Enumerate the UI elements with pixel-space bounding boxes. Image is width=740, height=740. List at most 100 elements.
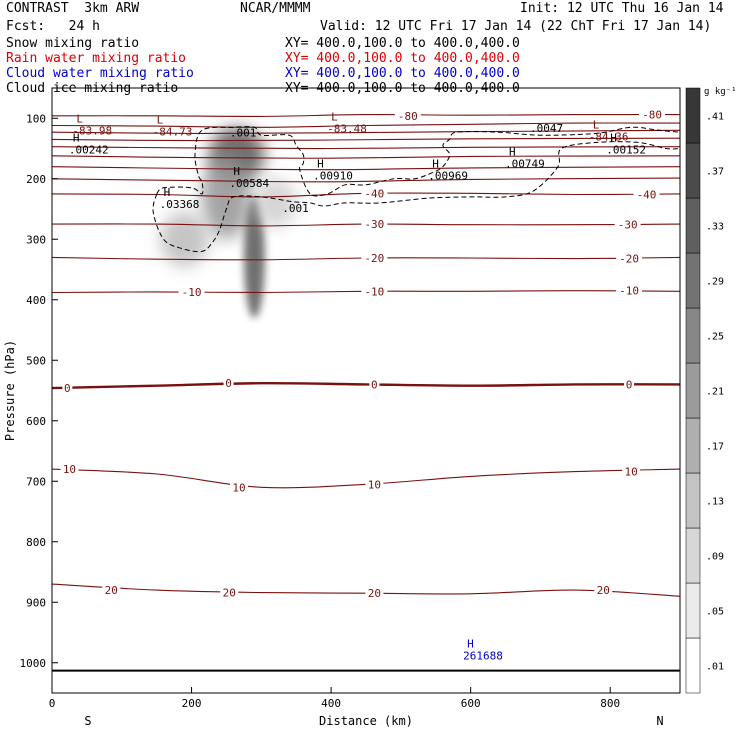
x-tick-label-2: 400 bbox=[321, 697, 341, 710]
y-tick-label-9: 1000 bbox=[20, 657, 47, 670]
extremum-value-5: .00584 bbox=[229, 177, 269, 190]
isotherm-label-14-3: 20 bbox=[597, 584, 610, 597]
isotherm-label-bg-12-1 bbox=[223, 377, 234, 390]
colorbar-swatch-7 bbox=[685, 252, 701, 309]
isotherm-label-bg-13-3 bbox=[622, 465, 641, 478]
colorbar-tick-label-5: .21 bbox=[706, 387, 724, 398]
isotherm-label-bg-11-2 bbox=[616, 284, 643, 297]
colorbar-tick-label-6: .25 bbox=[706, 332, 724, 343]
isotherm-6 bbox=[51, 166, 681, 171]
colorbar-swatch-8 bbox=[685, 197, 701, 254]
extremum-value-8: .00749 bbox=[505, 158, 545, 171]
south-label: S bbox=[84, 714, 91, 728]
isotherm-label-bg-14-2 bbox=[365, 587, 384, 600]
north-label: N bbox=[656, 714, 663, 728]
isotherm-label-0-1: -80 bbox=[642, 109, 662, 122]
field-xy-rain: XY= 400.0,100.0 to 400.0,400.0 bbox=[285, 51, 520, 66]
extremum-marker-11: H bbox=[467, 637, 474, 650]
snow-blob-4 bbox=[254, 178, 297, 228]
colorbar-unit: g kg⁻¹ bbox=[704, 87, 737, 97]
extremum-value-6: .00910 bbox=[313, 170, 353, 183]
isotherm-label-bg-10-1 bbox=[616, 252, 643, 265]
y-tick-label-4: 500 bbox=[26, 354, 46, 367]
colorbar: .01 .05 .09 .13 .17 .21 .25 .29 .33 .37 .41 g kg⁻¹ bbox=[685, 87, 737, 694]
isotherm-1 bbox=[51, 122, 681, 128]
isotherm-label-10-1: -20 bbox=[619, 253, 639, 266]
extremum-marker-8: H bbox=[509, 146, 516, 159]
x-tick-label-1: 200 bbox=[182, 697, 202, 710]
isotherm-label-bg-13-2 bbox=[365, 478, 384, 491]
cloud-ice-outline-layer bbox=[152, 126, 681, 253]
plot-frame bbox=[51, 87, 681, 694]
model-title: CONTRAST 3km ARW bbox=[6, 1, 140, 16]
isotherm-4 bbox=[51, 146, 681, 150]
isotherm-3 bbox=[51, 137, 681, 142]
y-tick-label-2: 300 bbox=[26, 233, 46, 246]
isotherm-label-11-1: -10 bbox=[364, 285, 384, 298]
colorbar-swatch-0 bbox=[685, 637, 701, 694]
extremum-value-7: .00969 bbox=[428, 170, 468, 183]
isotherm-label-14-2: 20 bbox=[368, 587, 381, 600]
isotherm-label-bg-9-1 bbox=[614, 218, 641, 231]
y-axis-label: Pressure (hPa) bbox=[3, 340, 17, 441]
extremum-value-1: -84.73 bbox=[153, 126, 193, 139]
extremum-value-3: -84.36 bbox=[589, 130, 629, 143]
isotherm-label-bg-12-0 bbox=[62, 382, 73, 395]
extremum-value-9: .00152 bbox=[606, 144, 646, 157]
extremum-marker-9: H bbox=[610, 132, 617, 145]
extremum-marker-3: L bbox=[593, 118, 600, 131]
colorbar-tick-label-4: .17 bbox=[706, 442, 724, 453]
x-tick-label-3: 600 bbox=[461, 697, 481, 710]
isotherm-12 bbox=[51, 381, 681, 390]
extremum-marker-10: H bbox=[164, 186, 171, 199]
isotherm-label-14-1: 20 bbox=[223, 587, 236, 600]
colorbar-tick-label-0: .01 bbox=[706, 662, 724, 673]
snow-blob-3 bbox=[160, 212, 209, 267]
isotherm-label-11-0: -10 bbox=[182, 286, 202, 299]
contour-label-layer: -80 -80 -40 -40 -30 -30 -20 -20 -10 -10 -10 0 0 0 0 10 1… bbox=[60, 108, 666, 662]
isotherm-label-bg-8-1 bbox=[633, 188, 660, 201]
isotherm-label-bg-14-0 bbox=[102, 584, 121, 597]
colorbar-swatch-1 bbox=[685, 582, 701, 639]
isotherm-label-12-3: 0 bbox=[626, 378, 633, 391]
colorbar-swatch-4 bbox=[685, 417, 701, 474]
isotherm-label-8-1: -40 bbox=[637, 188, 657, 201]
colorbar-swatch-2 bbox=[685, 527, 701, 584]
y-tick-label-7: 800 bbox=[26, 536, 46, 549]
isotherm-label-bg-9-0 bbox=[361, 218, 388, 231]
colorbar-tick-label-3: .13 bbox=[706, 497, 724, 508]
field-xy-cloud-water: XY= 400.0,100.0 to 400.0,400.0 bbox=[285, 66, 520, 81]
isotherm-label-9-1: -30 bbox=[618, 219, 638, 232]
forecast-hour: Fcst: 24 h bbox=[6, 19, 100, 34]
field-name-snow: Snow mixing ratio bbox=[6, 36, 140, 51]
ice-outline-lower bbox=[152, 141, 681, 253]
x-tick-label-4: 800 bbox=[600, 697, 620, 710]
extremum-marker-4: H bbox=[73, 132, 80, 145]
isotherm-label-13-1: 10 bbox=[232, 481, 245, 494]
isotherm-7 bbox=[51, 177, 681, 183]
isotherm-label-bg-0-0 bbox=[394, 109, 421, 122]
extremum-value-10: .03368 bbox=[160, 198, 200, 211]
isotherm-5 bbox=[51, 155, 681, 159]
isotherm-label-11-2: -10 bbox=[619, 285, 639, 298]
extremum-value-11: 261688 bbox=[463, 649, 503, 662]
extremum-marker-7: H bbox=[432, 158, 439, 171]
isotherm-label-13-3: 10 bbox=[625, 466, 638, 479]
isotherm-label-bg-11-0 bbox=[178, 285, 205, 298]
colorbar-tick-label-8: .33 bbox=[706, 222, 724, 233]
y-tick-label-5: 600 bbox=[26, 415, 46, 428]
isotherm-label-bg-12-2 bbox=[369, 378, 380, 391]
extremum-value-4: .00242 bbox=[69, 144, 109, 157]
field-xy-snow: XY= 400.0,100.0 to 400.0,400.0 bbox=[285, 36, 520, 51]
isotherm-label-12-1: 0 bbox=[225, 377, 232, 390]
isotherm-label-12-0: 0 bbox=[64, 382, 71, 395]
isotherm-2 bbox=[51, 129, 681, 134]
isotherm-label-bg-0-1 bbox=[639, 108, 666, 121]
field-name-rain: Rain water mixing ratio bbox=[6, 51, 187, 66]
isotherm-label-13-0: 10 bbox=[63, 463, 76, 476]
colorbar-tick-label-2: .09 bbox=[706, 552, 724, 563]
y-tick-label-6: 700 bbox=[26, 475, 46, 488]
extremum-value-2: -83.48 bbox=[327, 122, 367, 135]
